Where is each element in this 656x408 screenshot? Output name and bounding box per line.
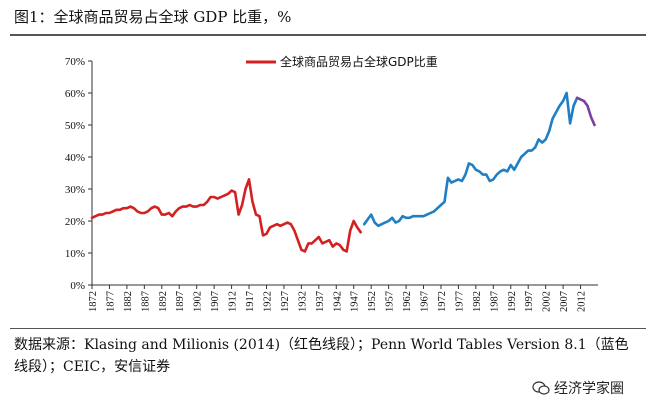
x-tick-label: 1882: [123, 291, 134, 312]
x-tick-label: 1967: [420, 291, 431, 312]
chart-axes: [91, 61, 598, 286]
x-tick-label: 1977: [454, 291, 465, 312]
x-tick-label: 1907: [210, 291, 221, 312]
x-tick-label: 2012: [577, 291, 588, 312]
top-rule: [10, 34, 646, 36]
x-tick-label: 1962: [402, 291, 413, 312]
series-line: [575, 96, 596, 127]
x-tick-label: 1937: [315, 291, 326, 312]
x-tick-label: 2002: [542, 291, 553, 312]
x-tick-label: 1897: [175, 291, 186, 312]
x-tick-label: 1932: [297, 291, 308, 312]
legend: 全球商品贸易占全球GDP比重: [246, 54, 438, 69]
wechat-logo-icon: [532, 381, 550, 395]
legend-label: 全球商品贸易占全球GDP比重: [280, 54, 438, 69]
x-tick-label: 1902: [193, 291, 204, 312]
source-note: 数据来源：Klasing and Milionis (2014)（红色线段）；P…: [14, 337, 629, 375]
y-tick-label: 60%: [65, 88, 85, 100]
x-tick-label: 1922: [262, 291, 273, 312]
x-tick-label: 1927: [280, 291, 291, 312]
series-line: [362, 91, 579, 228]
x-tick-label: 1952: [367, 291, 378, 312]
y-tick-label: 40%: [65, 152, 85, 164]
y-tick-label: 10%: [65, 248, 85, 260]
x-tick-label: 1942: [332, 291, 343, 312]
x-tick-label: 1982: [472, 291, 483, 312]
x-tick-label: 1877: [105, 291, 116, 312]
y-tick-label: 30%: [65, 184, 85, 196]
watermark: 经济学家圈: [532, 378, 624, 398]
x-tick-label: 1972: [437, 291, 448, 312]
x-tick-label: 1912: [228, 291, 239, 312]
x-tick-label: 1997: [524, 291, 535, 312]
y-tick-label: 70%: [65, 56, 85, 68]
x-tick-label: 1987: [489, 291, 500, 312]
x-tick-label: 1872: [88, 291, 99, 312]
figure-title: 图1：全球商品贸易占全球 GDP 比重，%: [14, 8, 292, 26]
x-tick-label: 1917: [245, 291, 256, 312]
x-tick-label: 1947: [350, 291, 361, 312]
x-tick-labels: 1872 1877 1882 1887 1892 1897 1902 1907 1912 1917…: [88, 285, 588, 312]
x-tick-label: 1957: [385, 291, 396, 312]
x-tick-label: 1887: [140, 291, 151, 312]
series-lines: [90, 91, 596, 253]
x-tick-label: 2007: [559, 291, 570, 312]
x-tick-label: 1992: [507, 291, 518, 312]
bottom-rule: [10, 328, 646, 329]
x-tick-label: 1892: [158, 291, 169, 312]
y-tick-label: 20%: [65, 216, 85, 228]
watermark-text: 经济学家圈: [554, 381, 624, 397]
series-line: [90, 178, 363, 253]
line-chart: 0% 10% 20% 30% 40% 50% 60% 70% 1872 1877 1882 1887…: [65, 54, 598, 312]
y-tick-label: 0%: [70, 280, 85, 292]
y-tick-labels: 0% 10% 20% 30% 40% 50% 60% 70%: [65, 56, 92, 292]
y-tick-label: 50%: [65, 120, 85, 132]
